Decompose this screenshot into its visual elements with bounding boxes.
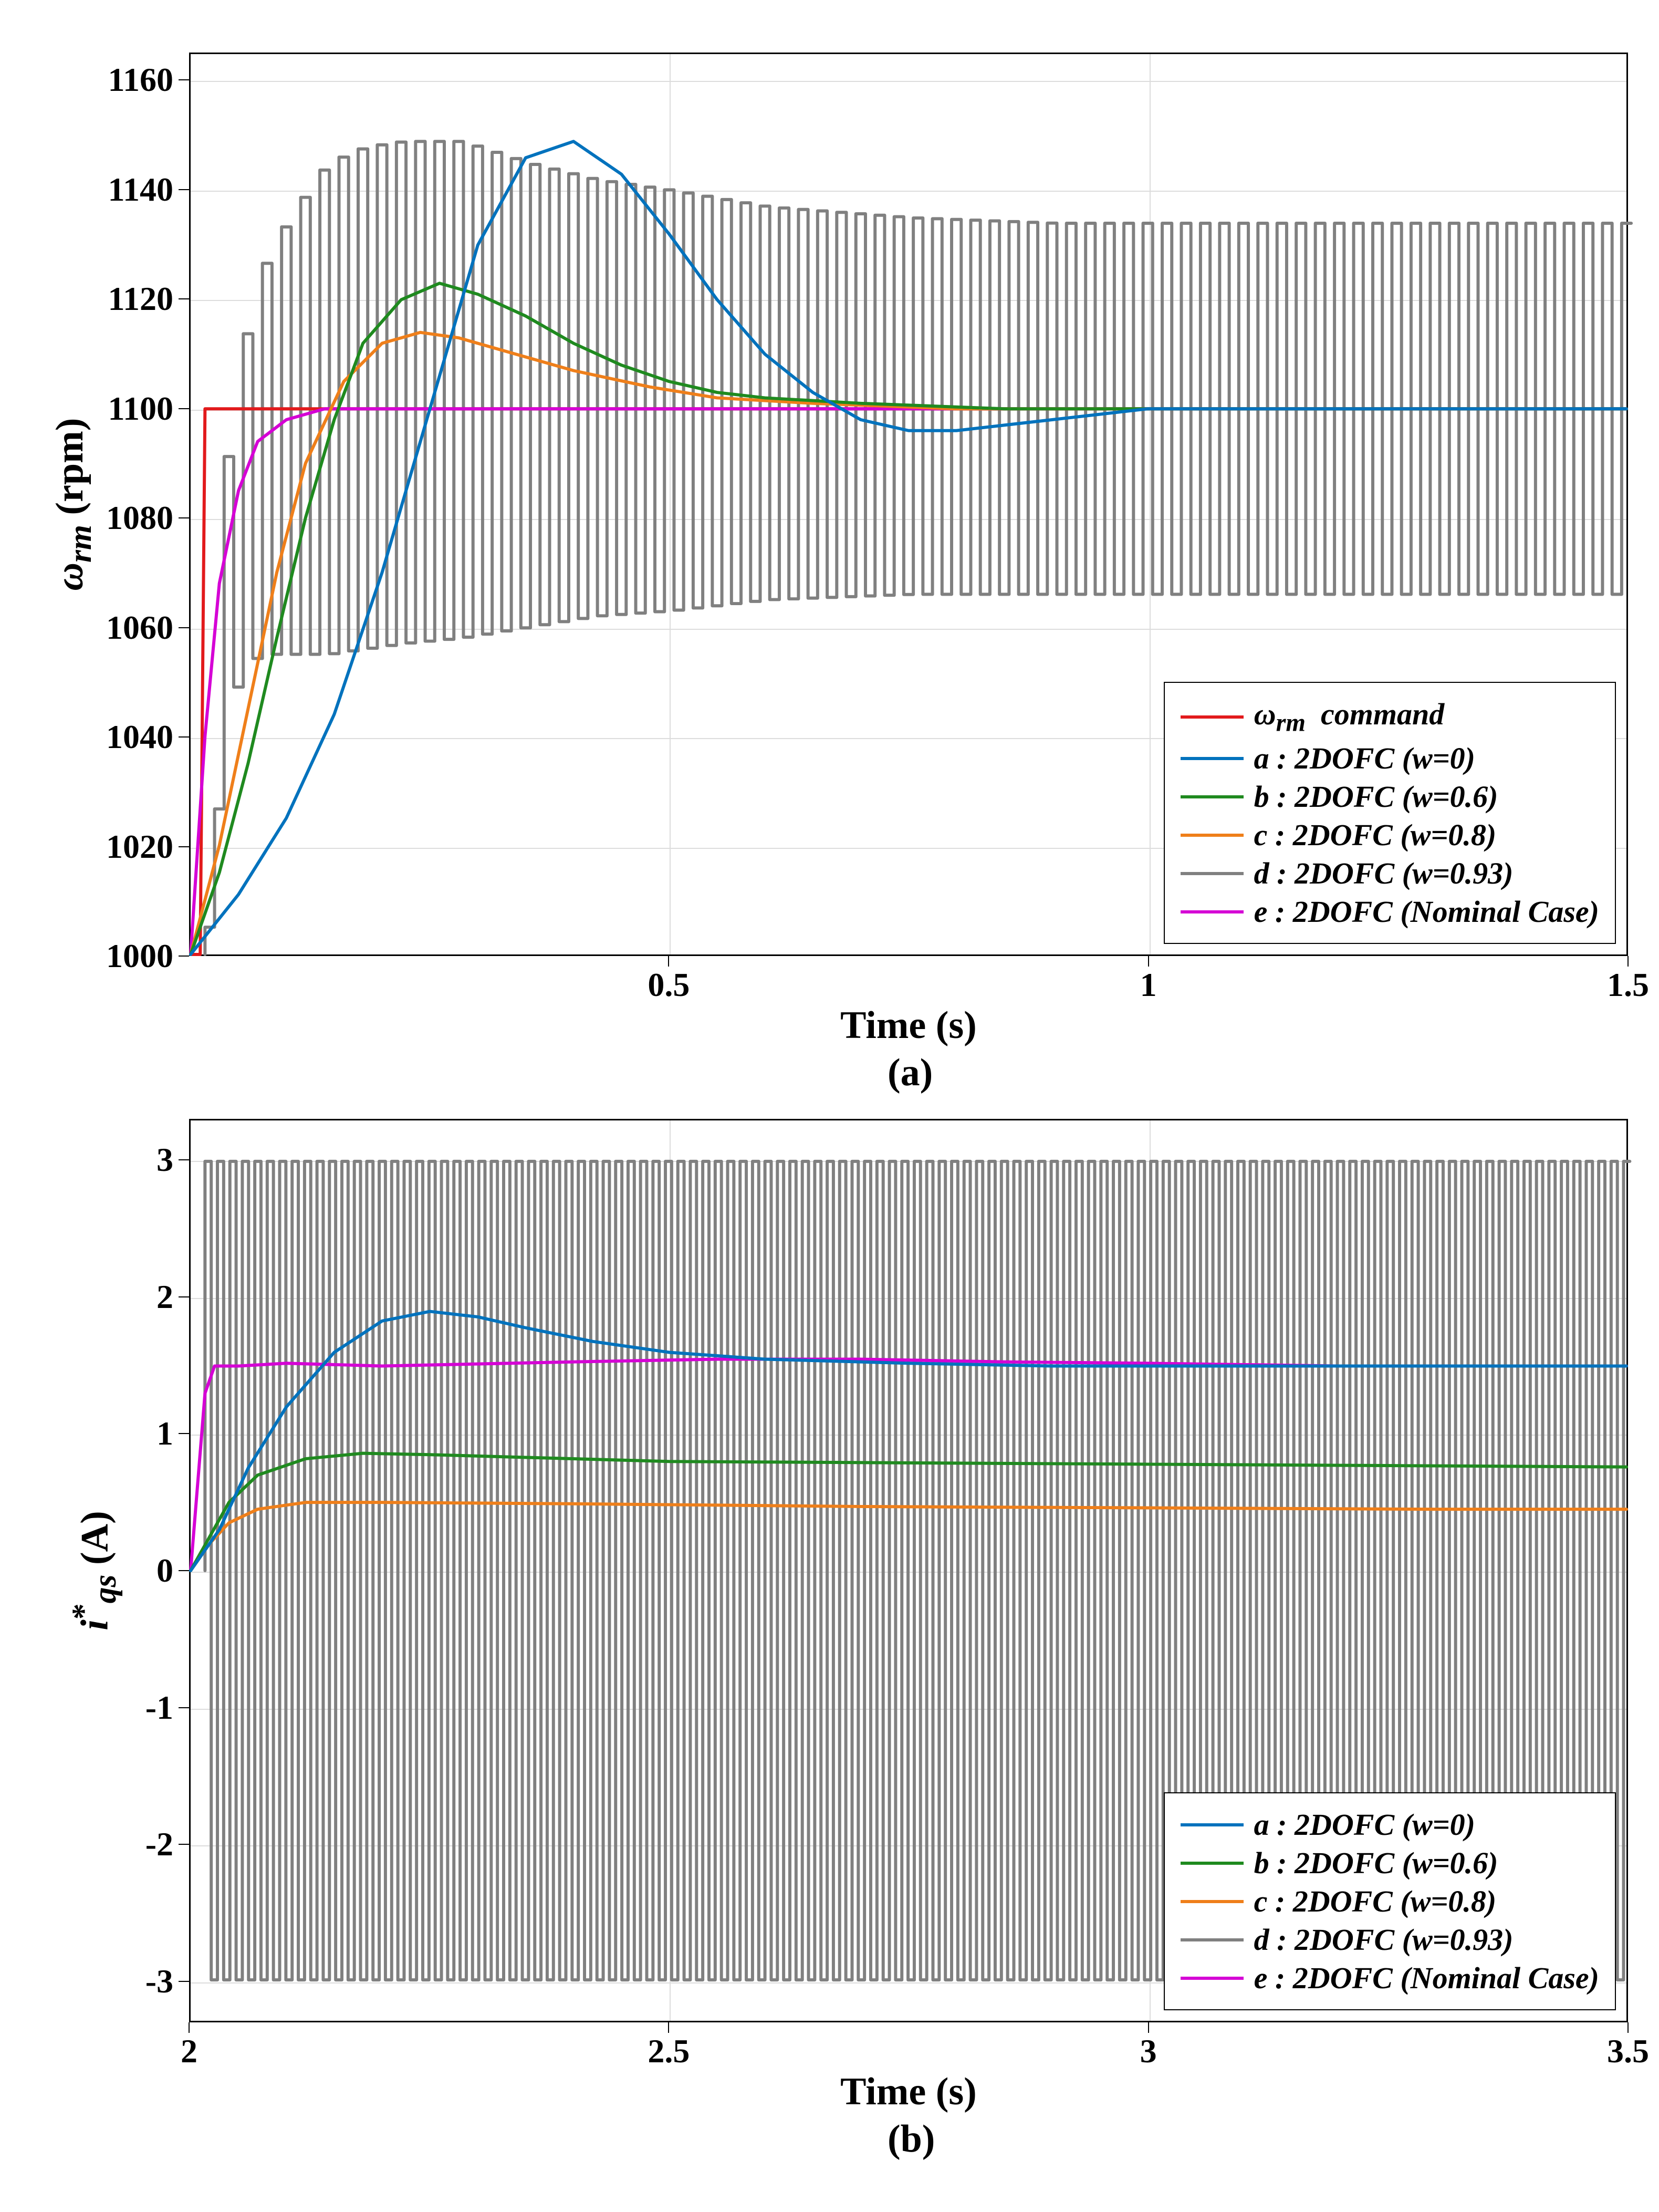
legend-label: b : 2DOFC (w=0.6) — [1254, 1845, 1498, 1881]
ytick-label: 1060 — [106, 608, 173, 647]
ytick-label: 1020 — [106, 827, 173, 866]
xlabel-a: Time (s) — [840, 1003, 977, 1048]
xlabel-b: Time (s) — [840, 2070, 977, 2114]
legend-swatch — [1181, 715, 1244, 719]
legend-label: e : 2DOFC (Nominal Case) — [1254, 1960, 1599, 1996]
xtick-label: 0.5 — [648, 965, 690, 1004]
ytick-label: 2 — [156, 1278, 173, 1316]
ytick-label: -3 — [145, 1962, 173, 2001]
legend-swatch — [1181, 1938, 1244, 1941]
legend-item: e : 2DOFC (Nominal Case) — [1181, 1960, 1599, 1996]
legend-swatch — [1181, 872, 1244, 875]
ytick-label: 1040 — [106, 718, 173, 756]
legend-label: ωrm command — [1254, 697, 1445, 738]
legend-swatch — [1181, 1823, 1244, 1826]
legend-swatch — [1181, 834, 1244, 837]
legend-item: a : 2DOFC (w=0) — [1181, 1807, 1599, 1842]
panel-a: ωrm commanda : 2DOFC (w=0)b : 2DOFC (w=0… — [42, 32, 1617, 1077]
sublabel-b: (b) — [888, 2117, 935, 2162]
legend-label: e : 2DOFC (Nominal Case) — [1254, 894, 1599, 929]
ytick-label: -2 — [145, 1825, 173, 1864]
ytick-label: 1160 — [108, 60, 173, 99]
legend-item: d : 2DOFC (w=0.93) — [1181, 856, 1599, 891]
ytick-label: 1000 — [106, 937, 173, 975]
legend-item: c : 2DOFC (w=0.8) — [1181, 1884, 1599, 1919]
sublabel-a: (a) — [888, 1051, 933, 1095]
legend-item: d : 2DOFC (w=0.93) — [1181, 1922, 1599, 1957]
ytick-label: -1 — [145, 1688, 173, 1727]
legend-label: a : 2DOFC (w=0) — [1254, 741, 1475, 776]
plot-area-a: ωrm commanda : 2DOFC (w=0)b : 2DOFC (w=0… — [189, 53, 1628, 956]
xtick-label: 2.5 — [648, 2032, 690, 2071]
legend-swatch — [1181, 910, 1244, 913]
legend-swatch — [1181, 1977, 1244, 1980]
ytick-label: 1120 — [108, 279, 173, 318]
legend: ωrm commanda : 2DOFC (w=0)b : 2DOFC (w=0… — [1164, 682, 1616, 944]
legend-item: b : 2DOFC (w=0.6) — [1181, 1845, 1599, 1881]
legend-swatch — [1181, 1862, 1244, 1865]
xtick-label: 3.5 — [1607, 2032, 1649, 2071]
legend-label: a : 2DOFC (w=0) — [1254, 1807, 1475, 1842]
ytick-label: 1 — [156, 1414, 173, 1453]
ylabel-b: i*qs (A) — [65, 1511, 124, 1630]
ytick-label: 1080 — [106, 499, 173, 537]
legend-item: b : 2DOFC (w=0.6) — [1181, 779, 1599, 814]
legend-label: d : 2DOFC (w=0.93) — [1254, 1922, 1514, 1957]
legend: a : 2DOFC (w=0)b : 2DOFC (w=0.6)c : 2DOF… — [1164, 1792, 1616, 2010]
legend-item: e : 2DOFC (Nominal Case) — [1181, 894, 1599, 929]
ytick-label: 1100 — [108, 389, 173, 428]
ylabel-a: ωrm (rpm) — [48, 418, 99, 591]
legend-item: ωrm command — [1181, 697, 1599, 738]
legend-swatch — [1181, 795, 1244, 798]
figure-page: ωrm commanda : 2DOFC (w=0)b : 2DOFC (w=0… — [0, 0, 1659, 2212]
legend-label: c : 2DOFC (w=0.8) — [1254, 817, 1497, 853]
legend-swatch — [1181, 1900, 1244, 1903]
legend-swatch — [1181, 757, 1244, 760]
ytick-label: 3 — [156, 1140, 173, 1179]
panel-b: a : 2DOFC (w=0)b : 2DOFC (w=0.6)c : 2DOF… — [42, 1098, 1617, 2143]
plot-area-b: a : 2DOFC (w=0)b : 2DOFC (w=0.6)c : 2DOF… — [189, 1119, 1628, 2022]
legend-label: d : 2DOFC (w=0.93) — [1254, 856, 1514, 891]
xtick-label: 1.5 — [1607, 965, 1649, 1004]
legend-label: b : 2DOFC (w=0.6) — [1254, 779, 1498, 814]
legend-item: a : 2DOFC (w=0) — [1181, 741, 1599, 776]
xtick-label: 2 — [181, 2032, 197, 2071]
ytick-label: 0 — [156, 1551, 173, 1590]
xtick-label: 1 — [1140, 965, 1157, 1004]
legend-label: c : 2DOFC (w=0.8) — [1254, 1884, 1497, 1919]
ytick-label: 1140 — [108, 170, 173, 209]
xtick-label: 3 — [1140, 2032, 1157, 2071]
legend-item: c : 2DOFC (w=0.8) — [1181, 817, 1599, 853]
